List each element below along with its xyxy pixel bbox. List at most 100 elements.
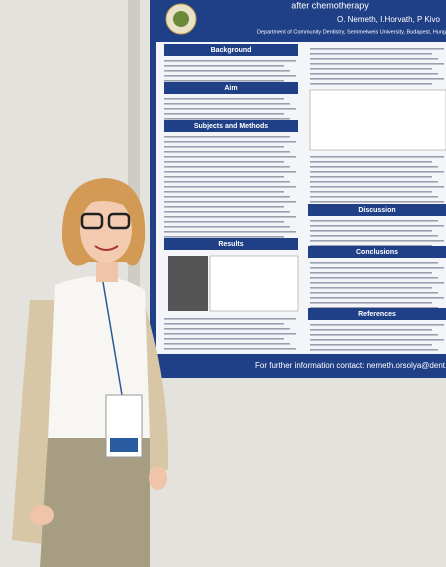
glasses-left — [80, 212, 104, 230]
text-line — [310, 220, 438, 222]
text-line — [164, 65, 284, 67]
text-line — [310, 171, 444, 173]
text-line — [310, 53, 432, 55]
text-line — [310, 349, 438, 351]
text-line — [164, 113, 284, 115]
text-line — [164, 206, 284, 208]
fringe — [74, 188, 138, 212]
text-line — [310, 78, 444, 80]
text-line — [164, 328, 290, 330]
text-line — [164, 343, 290, 345]
text-line — [164, 98, 284, 100]
text-line — [310, 307, 438, 309]
section-heading: Background — [211, 47, 252, 54]
xray-image — [168, 256, 208, 311]
body-text — [164, 48, 444, 351]
text-line — [164, 118, 290, 120]
text-line — [310, 191, 432, 193]
poster-affiliation: Department of Community Dentistry, Semme… — [257, 29, 446, 35]
text-line — [310, 83, 432, 85]
text-line — [310, 68, 432, 70]
text-line — [164, 191, 284, 193]
text-line — [310, 324, 444, 326]
text-line — [164, 75, 296, 77]
text-line — [164, 333, 296, 335]
text-line — [310, 225, 444, 227]
text-line — [164, 211, 290, 213]
text-line — [164, 181, 290, 183]
text-line — [310, 186, 444, 188]
hand-right — [149, 466, 167, 490]
section-heading-bar — [164, 238, 298, 250]
section-heading: Aim — [224, 85, 237, 92]
text-line — [310, 282, 444, 284]
results-table — [209, 255, 299, 312]
text-line — [164, 60, 296, 62]
trousers — [40, 438, 150, 567]
text-line — [310, 176, 432, 178]
section-heading-bar — [308, 246, 446, 258]
text-line — [310, 201, 444, 203]
text-line — [164, 236, 284, 238]
text-line — [164, 348, 296, 350]
text-line — [164, 108, 296, 110]
text-line — [310, 156, 444, 158]
text-line — [164, 186, 296, 188]
text-line — [310, 329, 432, 331]
text-line — [164, 323, 284, 325]
text-line — [310, 339, 444, 341]
text-line — [164, 338, 284, 340]
text-line — [164, 176, 284, 178]
text-line — [164, 318, 296, 320]
text-line — [164, 231, 296, 233]
text-line — [164, 136, 290, 138]
lanyard — [102, 281, 123, 396]
neck — [96, 258, 118, 282]
section-heading: Discussion — [358, 207, 395, 214]
smile — [94, 245, 119, 251]
text-line — [310, 297, 444, 299]
text-line — [164, 146, 284, 148]
face — [80, 197, 132, 263]
text-line — [310, 287, 432, 289]
text-line — [164, 221, 284, 223]
badge-logo — [110, 438, 138, 452]
footer-text: For further information contact: nemeth.… — [255, 361, 446, 370]
section-heading-bar — [308, 204, 446, 216]
text-line — [310, 277, 438, 279]
text-line — [164, 226, 290, 228]
section-heading: Conclusions — [356, 249, 398, 256]
text-line — [310, 240, 444, 242]
section-heading-bar — [308, 308, 446, 320]
text-line — [164, 70, 290, 72]
text-line — [310, 262, 438, 264]
text-line — [164, 80, 284, 82]
text-line — [310, 267, 444, 269]
text-line — [164, 156, 296, 158]
text-line — [164, 166, 290, 168]
hand-left — [30, 505, 54, 525]
section-heading: References — [358, 311, 396, 318]
text-line — [310, 63, 444, 65]
text-line — [164, 161, 284, 163]
text-line — [164, 201, 296, 203]
text-line — [310, 230, 432, 232]
text-line — [310, 334, 438, 336]
text-line — [310, 73, 438, 75]
text-line — [310, 48, 444, 50]
data-table — [309, 89, 446, 151]
text-line — [164, 216, 296, 218]
text-line — [310, 302, 432, 304]
section-heading: Results — [218, 241, 243, 248]
section-heading: Subjects and Methods — [194, 123, 268, 130]
text-line — [310, 196, 438, 198]
text-line — [310, 58, 438, 60]
logo-crest — [173, 11, 189, 27]
text-line — [164, 141, 296, 143]
glasses-right — [107, 212, 131, 230]
poster-authors: O. Nemeth, I.Horvath, P Kivo — [337, 15, 441, 24]
text-line — [310, 181, 438, 183]
section-headings: Background Aim Subjects and Methods Results… — [164, 44, 446, 320]
text-line — [164, 171, 296, 173]
